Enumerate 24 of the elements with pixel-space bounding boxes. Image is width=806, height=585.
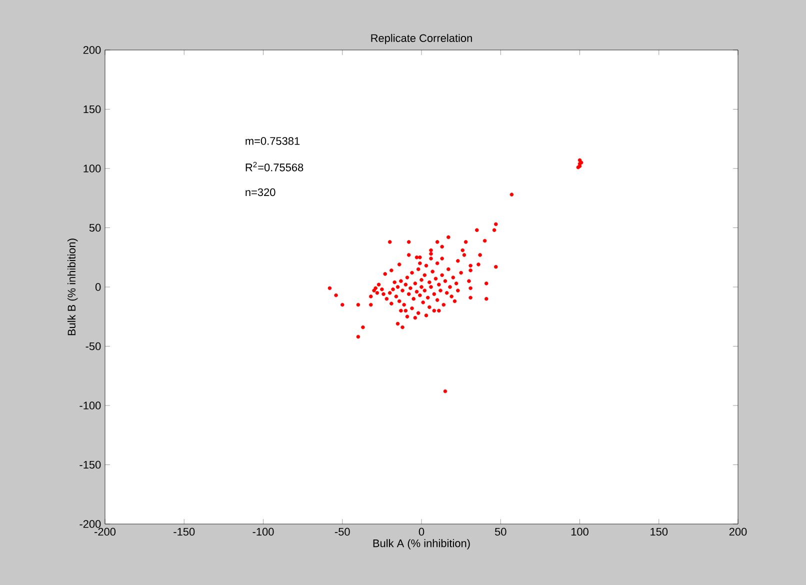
y-tick-label: -100: [80, 402, 101, 410]
y-tick-label: 100: [84, 164, 101, 172]
x-tick-label: -150: [174, 528, 195, 536]
y-tick-label: 50: [89, 224, 101, 232]
y-tick-label: 150: [84, 105, 101, 114]
annotation: n=320: [246, 188, 276, 196]
x-tick-label: -200: [94, 528, 116, 536]
y-tick-label: 0: [95, 283, 101, 291]
y-tick-label: -150: [80, 460, 101, 469]
y-tick-label: -50: [86, 342, 101, 350]
x-tick-label: 100: [571, 528, 588, 536]
x-tick-label: -100: [252, 528, 274, 536]
x-axis-title: Bulk A (% inhibition): [373, 539, 470, 550]
annotation: m=0.75381: [246, 137, 300, 145]
chart-title: Replicate Correlation: [371, 34, 472, 44]
y-tick-label: -200: [80, 520, 101, 528]
x-tick-label: 0: [418, 528, 424, 536]
x-tick-label: -50: [334, 528, 350, 536]
x-tick-label: 150: [650, 528, 668, 536]
annotation: R$^{2}$=0.75568: [246, 162, 304, 172]
x-tick-label: 200: [729, 528, 747, 536]
y-axis-title: Bulk B (% inhibition): [67, 238, 78, 336]
y-tick-label: 200: [83, 46, 101, 54]
x-tick-label: 50: [494, 528, 506, 536]
